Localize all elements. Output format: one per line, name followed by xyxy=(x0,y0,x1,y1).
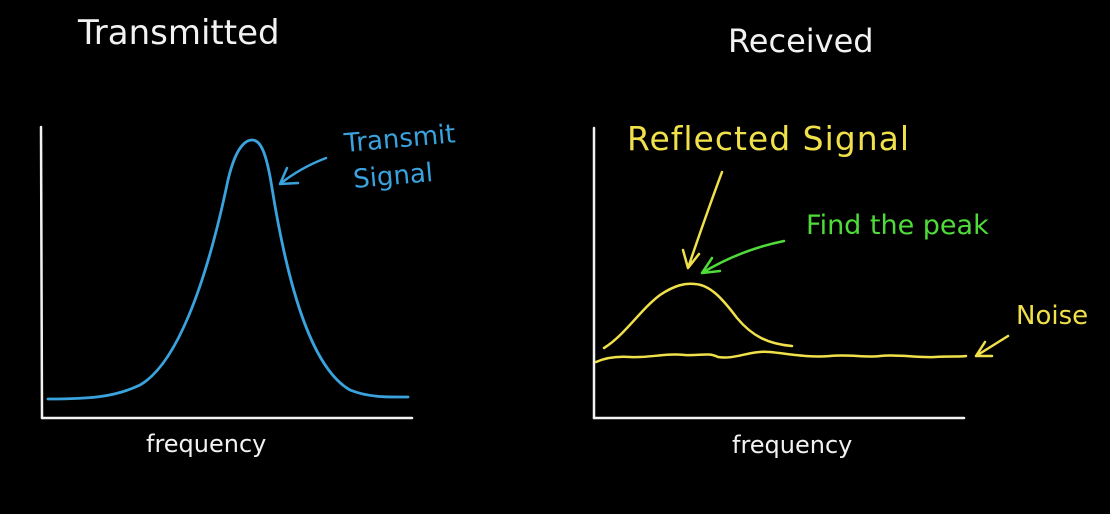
transmitted-y-axis xyxy=(39,125,44,420)
noise-label: Noise xyxy=(1016,301,1088,331)
reflected-signal-label: Reflected Signal xyxy=(627,119,910,158)
transmitted-title: Transmitted xyxy=(77,13,280,53)
find-peak-label: Find the peak xyxy=(806,210,989,241)
received-panel: Received Reflected Signal Find the peak … xyxy=(592,22,1088,459)
transmitted-panel: Transmitted Transmit Signal frequency xyxy=(39,13,457,458)
transmitted-x-label: frequency xyxy=(146,430,266,458)
reflected-signal-curve xyxy=(602,282,794,350)
received-x-label: frequency xyxy=(732,431,852,459)
noise-floor-curve xyxy=(594,350,968,364)
transmit-signal-label-line1: Transmit xyxy=(342,119,457,159)
transmit-signal-curve xyxy=(46,138,410,401)
transmit-arrow xyxy=(278,156,328,186)
noise-arrow xyxy=(974,334,1010,358)
received-title: Received xyxy=(728,22,874,60)
transmit-signal-label-line2: Signal xyxy=(352,158,434,195)
find-peak-arrow xyxy=(700,239,786,275)
reflected-arrow xyxy=(681,170,724,270)
